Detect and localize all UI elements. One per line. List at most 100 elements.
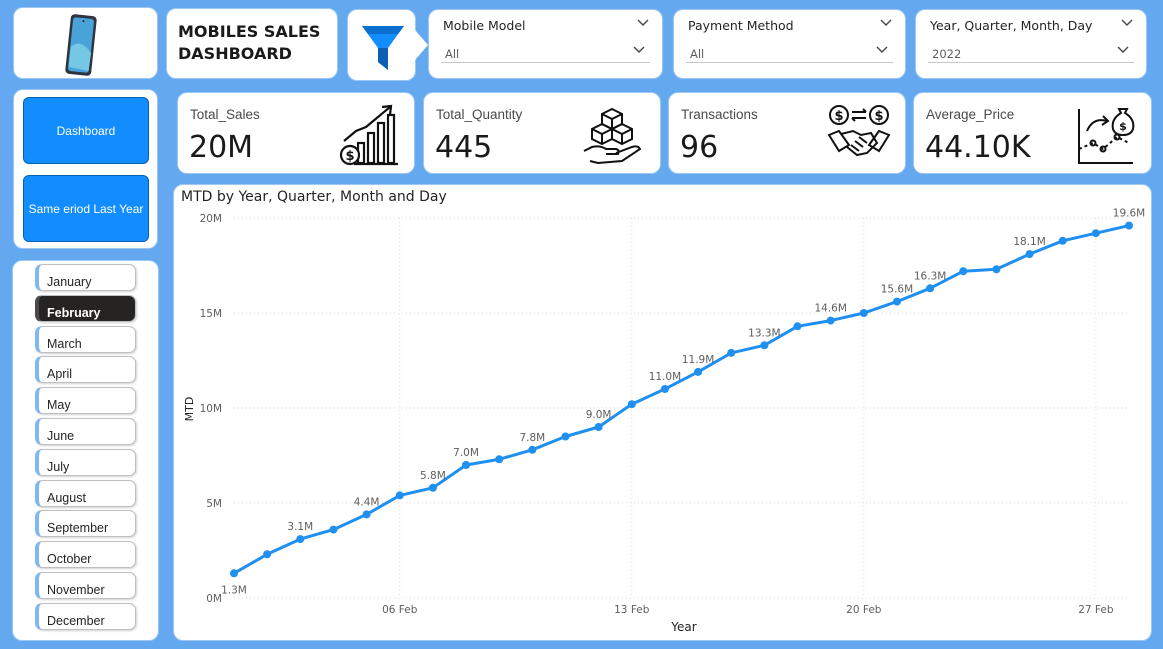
month-label: June [47,429,75,443]
data-point [992,265,1001,274]
data-point [826,316,835,325]
phone-image-card [13,7,158,79]
page-title: MOBILES SALES DASHBOARD [178,22,321,63]
month-button-august[interactable]: August [35,479,136,507]
series-line [233,224,1130,575]
data-point [395,491,404,500]
chevron-down-icon[interactable] [879,16,893,30]
y-tick-label: 15M [200,308,222,320]
kpi-value: 44.10K [925,130,1031,165]
kpi-label: Total_Sales [190,107,260,122]
data-label: 19.6M [1113,208,1145,220]
payment-method-label: Payment Method [688,18,794,33]
data-point [1058,236,1067,245]
month-label: February [47,305,101,320]
data-point [926,284,935,293]
svg-text:$: $ [874,109,883,124]
month-label: March [47,336,82,351]
month-button-february[interactable]: February [35,294,136,322]
month-button-september[interactable]: September [35,510,136,538]
y-tick-label: 20M [200,213,222,225]
chevron-down-icon[interactable] [875,43,889,57]
chevron-down-icon[interactable] [636,16,650,30]
data-point [495,455,504,464]
chart-plot: 0M 5M 10M 15M 20M 06 Feb 13 Feb 20 Feb 27 Feb Yea… [183,208,1145,634]
data-point [428,483,437,492]
month-label: January [47,275,92,289]
x-axis-label: Year [670,620,696,634]
funnel-arrow [415,30,428,60]
kpi-value: 445 [435,130,493,165]
data-label: 7.0M [453,447,479,459]
kpi-label: Average_Price [926,107,1015,122]
month-button-november[interactable]: November [35,572,136,599]
chevron-down-icon[interactable] [632,43,646,57]
month-label: September [47,521,109,536]
data-label: 7.8M [519,432,545,444]
chevron-down-icon[interactable] [1116,43,1130,57]
y-tick-label: 5M [206,498,222,510]
mobile-model-value: All [445,47,460,61]
mobile-phone-icon [65,14,97,76]
month-button-october[interactable]: October [35,541,136,569]
data-label: 11.0M [649,371,681,383]
kpi-value: 96 [680,130,719,165]
month-slicer: January February March April May June July Augu… [12,260,159,641]
payment-method-slicer[interactable]: Payment Method All [673,9,906,79]
date-hierarchy-label: Year, Quarter, Month, Day [930,18,1093,33]
x-tick-label: 27 Feb [1078,604,1114,616]
date-hierarchy-dropdown[interactable]: 2022 [928,39,1134,63]
mobile-model-label: Mobile Model [443,18,526,33]
same-period-last-year-button[interactable]: Same eriod Last Year [23,175,149,242]
navigation-panel: Dashboard Same eriod Last Year [13,89,158,249]
kpi-value: 20M [189,130,254,165]
data-label: 13.3M [748,327,780,339]
kpi-label: Total_Quantity [436,107,523,122]
data-point [760,341,769,350]
x-tick-label: 06 Feb [382,604,418,616]
month-button-april[interactable]: April [35,356,136,384]
data-label: 9.0M [586,409,612,421]
data-point [793,322,802,331]
month-label: November [47,583,105,597]
data-point [462,461,471,469]
data-label: 14.6M [814,303,846,315]
date-hierarchy-slicer[interactable]: Year, Quarter, Month, Day 2022 [915,9,1147,79]
data-point [594,423,603,431]
chevron-down-icon[interactable] [1120,16,1134,30]
month-button-may[interactable]: May [35,387,136,415]
data-point [660,385,669,393]
funnel-icon [362,26,404,70]
month-button-december[interactable]: December [35,602,136,630]
kpi-total-sales: Total_Sales 20M $ [177,92,415,174]
data-label: 4.4M [354,496,380,508]
data-point [627,400,636,409]
data-point [694,367,703,376]
title-card: MOBILES SALES DASHBOARD [166,8,338,79]
month-label: July [47,459,70,474]
month-button-july[interactable]: July [35,448,136,476]
payment-method-dropdown[interactable]: All [686,39,893,63]
data-label: 16.3M [914,270,946,282]
mobile-model-slicer[interactable]: Mobile Model All [428,9,663,79]
data-label: 11.9M [682,354,714,366]
mobile-model-dropdown[interactable]: All [441,39,650,63]
month-button-march[interactable]: March [35,325,136,353]
x-tick-label: 20 Feb [846,604,882,616]
data-label: 5.8M [420,470,446,482]
dashboard-button[interactable]: Dashboard [23,97,149,164]
month-label: April [47,367,73,382]
month-label: October [47,552,92,567]
mtd-line-chart: MTD by Year, Quarter, Month and Day 0M 5M… [173,184,1152,641]
data-point [230,569,238,578]
data-point [959,267,968,276]
month-button-june[interactable]: June [35,418,136,445]
data-point [263,550,272,559]
boxes-in-hand-icon [583,107,642,165]
data-point [859,309,868,317]
data-point [1091,229,1100,238]
data-point [561,432,570,441]
data-point [528,445,537,454]
month-button-january[interactable]: January [35,264,136,291]
filter-panel-button[interactable] [347,9,416,81]
